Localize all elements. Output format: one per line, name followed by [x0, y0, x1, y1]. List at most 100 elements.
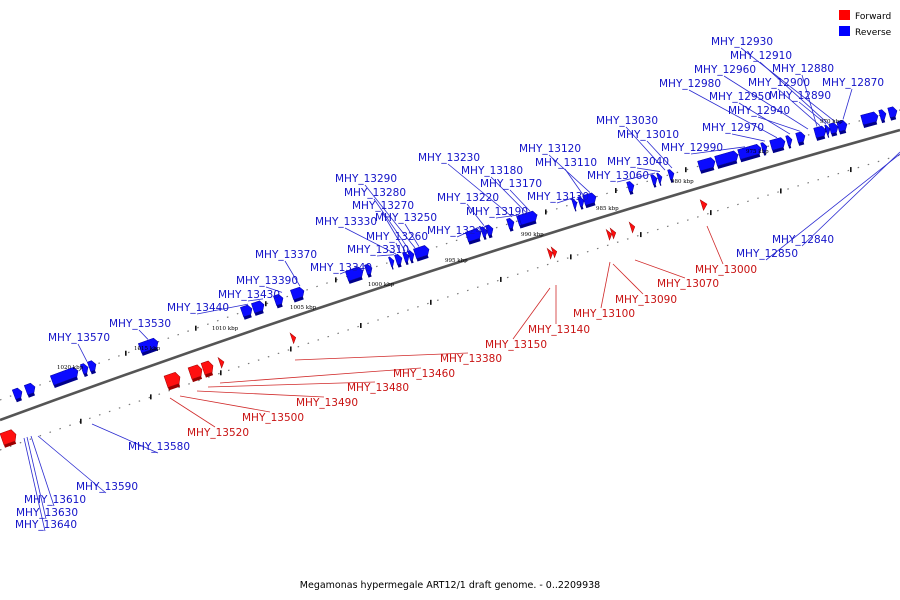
gene-label-mhy-13040[interactable]: MHY_13040 — [607, 156, 669, 168]
gene-label-mhy-13270[interactable]: MHY_13270 — [352, 200, 414, 212]
gene-label-mhy-13100[interactable]: MHY_13100 — [573, 308, 635, 320]
gene-label-mhy-13310[interactable]: MHY_13310 — [347, 244, 409, 256]
leader-line — [801, 151, 900, 247]
gene-label-mhy-12940[interactable]: MHY_12940 — [728, 105, 790, 117]
gene-label-mhy-13500[interactable]: MHY_13500 — [242, 412, 304, 424]
gene-label-mhy-13190[interactable]: MHY_13190 — [466, 206, 528, 218]
leader-line — [247, 298, 264, 302]
reverse-gene-block — [345, 266, 364, 284]
gene-label-mhy-13180[interactable]: MHY_13180 — [461, 165, 523, 177]
forward-gene-block — [605, 228, 613, 241]
reverse-gene-block — [795, 131, 806, 146]
gene-label-mhy-13130[interactable]: MHY_13130 — [527, 191, 589, 203]
gene-label-mhy-13370[interactable]: MHY_13370 — [255, 249, 317, 261]
gene-label-mhy-13430[interactable]: MHY_13430 — [218, 289, 280, 301]
gene-label-mhy-13280[interactable]: MHY_13280 — [344, 187, 406, 199]
reverse-gene-block — [626, 181, 635, 195]
gene-label-mhy-13610[interactable]: MHY_13610 — [24, 494, 86, 506]
gene-label-mhy-13010[interactable]: MHY_13010 — [617, 129, 679, 141]
reverse-gene-block — [769, 137, 786, 154]
gene-label-mhy-13150[interactable]: MHY_13150 — [485, 339, 547, 351]
gene-label-mhy-13070[interactable]: MHY_13070 — [657, 278, 719, 290]
reverse-gene-block — [667, 169, 675, 183]
gene-label-mhy-13390[interactable]: MHY_13390 — [236, 275, 298, 287]
gene-label-mhy-12880[interactable]: MHY_12880 — [772, 63, 834, 75]
gene-label-mhy-13000[interactable]: MHY_13000 — [695, 264, 757, 276]
kbp-label: 985 kbp — [596, 206, 619, 212]
gene-label-mhy-13140[interactable]: MHY_13140 — [528, 324, 590, 336]
gene-label-mhy-12960[interactable]: MHY_12960 — [694, 64, 756, 76]
gene-label-mhy-13520[interactable]: MHY_13520 — [187, 427, 249, 439]
gene-label-mhy-13490[interactable]: MHY_13490 — [296, 397, 358, 409]
forward-gene-block — [163, 372, 181, 391]
leader-line — [723, 75, 809, 130]
gene-label-mhy-13640[interactable]: MHY_13640 — [15, 519, 77, 531]
leader-line — [706, 225, 724, 265]
reverse-gene-block — [485, 224, 494, 239]
reverse-gene-block — [364, 263, 373, 278]
legend: Forward Reverse — [839, 10, 892, 38]
gene-label-mhy-12910[interactable]: MHY_12910 — [730, 50, 792, 62]
gene-label-mhy-13570[interactable]: MHY_13570 — [48, 332, 110, 344]
gene-label-mhy-12930[interactable]: MHY_12930 — [711, 36, 773, 48]
gene-label-mhy-12950[interactable]: MHY_12950 — [709, 91, 771, 103]
gene-label-mhy-13480[interactable]: MHY_13480 — [347, 382, 409, 394]
forward-gene-block — [609, 227, 617, 240]
gene-label-mhy-12980[interactable]: MHY_12980 — [659, 78, 721, 90]
gene-label-mhy-12890[interactable]: MHY_12890 — [769, 90, 831, 102]
gene-label-mhy-13060[interactable]: MHY_13060 — [587, 170, 649, 182]
gene-label-mhy-13260[interactable]: MHY_13260 — [366, 231, 428, 243]
leader-line — [364, 184, 416, 249]
gene-label-mhy-12970[interactable]: MHY_12970 — [702, 122, 764, 134]
gene-label-mhy-13460[interactable]: MHY_13460 — [393, 368, 455, 380]
gene-label-mhy-13580[interactable]: MHY_13580 — [128, 441, 190, 453]
forward-leader-lines — [169, 225, 724, 428]
leader-line — [344, 227, 397, 255]
legend-reverse-swatch — [839, 26, 850, 36]
gene-label-mhy-12850[interactable]: MHY_12850 — [736, 248, 798, 260]
gene-label-mhy-13380[interactable]: MHY_13380 — [440, 353, 502, 365]
leader-line — [37, 435, 107, 494]
reverse-gene-block — [413, 245, 430, 262]
reverse-gene-block — [86, 360, 97, 375]
gene-label-mhy-13230[interactable]: MHY_13230 — [418, 152, 480, 164]
reverse-gene-block — [273, 293, 284, 309]
reverse-gene-block — [571, 198, 578, 212]
gene-label-mhy-13110[interactable]: MHY_13110 — [535, 157, 597, 169]
track-tick — [220, 370, 222, 376]
gene-label-mhy-13030[interactable]: MHY_13030 — [596, 115, 658, 127]
leader-line — [646, 140, 673, 169]
gene-label-mhy-13220[interactable]: MHY_13220 — [437, 192, 499, 204]
gene-label-mhy-13630[interactable]: MHY_13630 — [16, 507, 78, 519]
genome-caption: Megamonas hypermegale ART12/1 draft geno… — [300, 580, 600, 591]
gene-label-mhy-13170[interactable]: MHY_13170 — [480, 178, 542, 190]
gene-label-mhy-13250[interactable]: MHY_13250 — [375, 212, 437, 224]
reverse-gene-block — [79, 363, 89, 377]
forward-gene-blocks — [0, 199, 708, 448]
gene-label-mhy-13340[interactable]: MHY_13340 — [310, 262, 372, 274]
gene-label-mhy-13290[interactable]: MHY_13290 — [335, 173, 397, 185]
reverse-gene-blocks — [11, 106, 898, 403]
reverse-gene-block — [506, 217, 515, 232]
gene-label-mhy-13240[interactable]: MHY_13240 — [427, 225, 489, 237]
track-tick — [80, 418, 82, 424]
gene-label-mhy-12870[interactable]: MHY_12870 — [822, 77, 884, 89]
gene-label-mhy-13530[interactable]: MHY_13530 — [109, 318, 171, 330]
gene-label-mhy-13090[interactable]: MHY_13090 — [615, 294, 677, 306]
gene-label-mhy-13330[interactable]: MHY_13330 — [315, 216, 377, 228]
gene-label-mhy-12990[interactable]: MHY_12990 — [661, 142, 723, 154]
leader-line — [738, 102, 791, 135]
kbp-label: 1000 kbp — [368, 282, 395, 288]
gene-label-mhy-12840[interactable]: MHY_12840 — [772, 234, 834, 246]
gene-label-mhy-13440[interactable]: MHY_13440 — [167, 302, 229, 314]
reverse-gene-block — [650, 174, 658, 188]
leader-line — [23, 437, 46, 532]
gene-label-mhy-13590[interactable]: MHY_13590 — [76, 481, 138, 493]
leader-line — [30, 435, 55, 507]
gene-label-mhy-13120[interactable]: MHY_13120 — [519, 143, 581, 155]
reverse-gene-block — [251, 300, 265, 316]
gene-label-mhy-12900[interactable]: MHY_12900 — [748, 77, 810, 89]
reverse-gene-block — [518, 210, 538, 228]
leader-line — [625, 126, 666, 171]
